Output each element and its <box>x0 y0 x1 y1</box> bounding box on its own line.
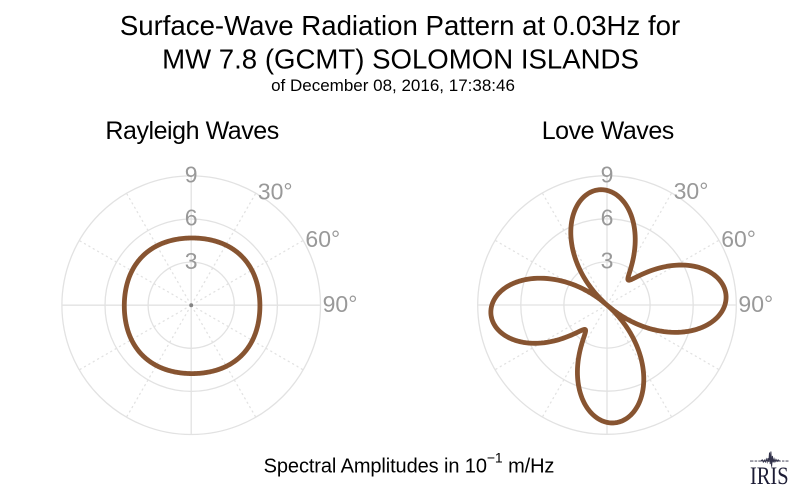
svg-text:60°: 60° <box>721 226 756 252</box>
svg-text:3: 3 <box>185 248 198 274</box>
svg-text:6: 6 <box>601 205 614 231</box>
svg-text:90°: 90° <box>323 291 358 317</box>
svg-text:60°: 60° <box>305 226 340 252</box>
svg-text:of December 08, 2016, 17:38:46: of December 08, 2016, 17:38:46 <box>271 76 515 95</box>
svg-text:Rayleigh Waves: Rayleigh Waves <box>105 117 278 145</box>
svg-text:3: 3 <box>601 248 614 274</box>
svg-text:MW 7.8 (GCMT) SOLOMON ISLANDS: MW 7.8 (GCMT) SOLOMON ISLANDS <box>162 44 639 75</box>
svg-text:Love Waves: Love Waves <box>542 117 674 145</box>
svg-text:IRIS: IRIS <box>750 461 789 490</box>
svg-text:9: 9 <box>601 161 614 187</box>
svg-text:6: 6 <box>185 205 198 231</box>
svg-text:90°: 90° <box>738 291 773 317</box>
svg-text:9: 9 <box>185 162 198 188</box>
svg-text:Surface-Wave Radiation Pattern: Surface-Wave Radiation Pattern at 0.03Hz… <box>120 10 680 41</box>
svg-text:30°: 30° <box>674 178 709 204</box>
svg-text:30°: 30° <box>258 178 293 204</box>
